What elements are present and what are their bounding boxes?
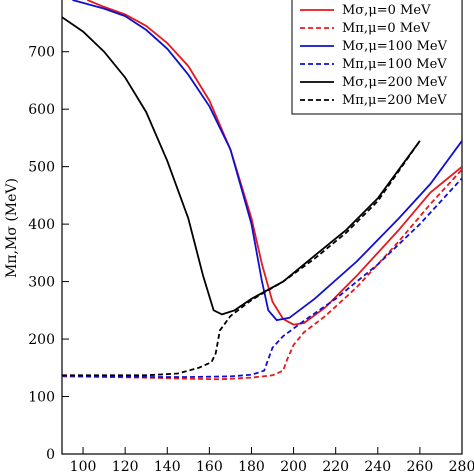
y-tick-label: 700 xyxy=(28,45,55,61)
legend-label: Mσ,μ=100 MeV xyxy=(342,39,448,54)
tick-marks xyxy=(62,51,463,455)
series-line-1 xyxy=(86,0,462,326)
x-tick-label: 220 xyxy=(322,459,349,474)
y-tick-label: 500 xyxy=(28,160,55,176)
x-tick-label: 140 xyxy=(154,459,181,474)
y-tick-label: 300 xyxy=(28,275,55,291)
legend-label: Mπ,μ=100 MeV xyxy=(342,57,447,72)
series-line-4 xyxy=(62,177,462,378)
x-tick-label: 100 xyxy=(70,459,97,474)
x-tick-label: 240 xyxy=(364,459,391,474)
series-line-2 xyxy=(62,168,462,381)
series-line-6 xyxy=(62,140,421,377)
series-line-5 xyxy=(62,16,421,316)
x-tick-label: 160 xyxy=(196,459,223,474)
y-tick-label: 400 xyxy=(28,217,55,233)
legend-label: Mπ,μ=0 MeV xyxy=(342,21,431,36)
series-line-3 xyxy=(72,0,462,322)
legend-label: Mσ,μ=0 MeV xyxy=(342,3,431,18)
series-lines xyxy=(62,0,462,381)
x-tick-label: 280 xyxy=(449,459,474,474)
x-tick-label: 260 xyxy=(407,459,434,474)
y-tick-label: 600 xyxy=(28,102,55,118)
y-tick-label: 100 xyxy=(28,390,55,406)
y-tick-label: 0 xyxy=(46,447,55,463)
y-axis-title: Mπ,Mσ (MeV) xyxy=(4,178,20,278)
plot-frame xyxy=(61,0,463,455)
x-tick-label: 180 xyxy=(238,459,265,474)
legend-label: Mσ,μ=200 MeV xyxy=(342,75,448,90)
legend: Mσ,μ=0 MeV Mπ,μ=0 MeV Mσ,μ=100 MeV Mπ,μ=100… xyxy=(291,0,463,115)
y-tick-label: 200 xyxy=(28,332,55,348)
tick-labels: 100 120 140 160 180 200 220 240 260 280 0 100 200 300… xyxy=(28,45,474,474)
legend-label: Mπ,μ=200 MeV xyxy=(342,93,447,108)
legend-box xyxy=(291,0,463,115)
x-tick-label: 200 xyxy=(280,459,307,474)
x-tick-label: 120 xyxy=(112,459,139,474)
